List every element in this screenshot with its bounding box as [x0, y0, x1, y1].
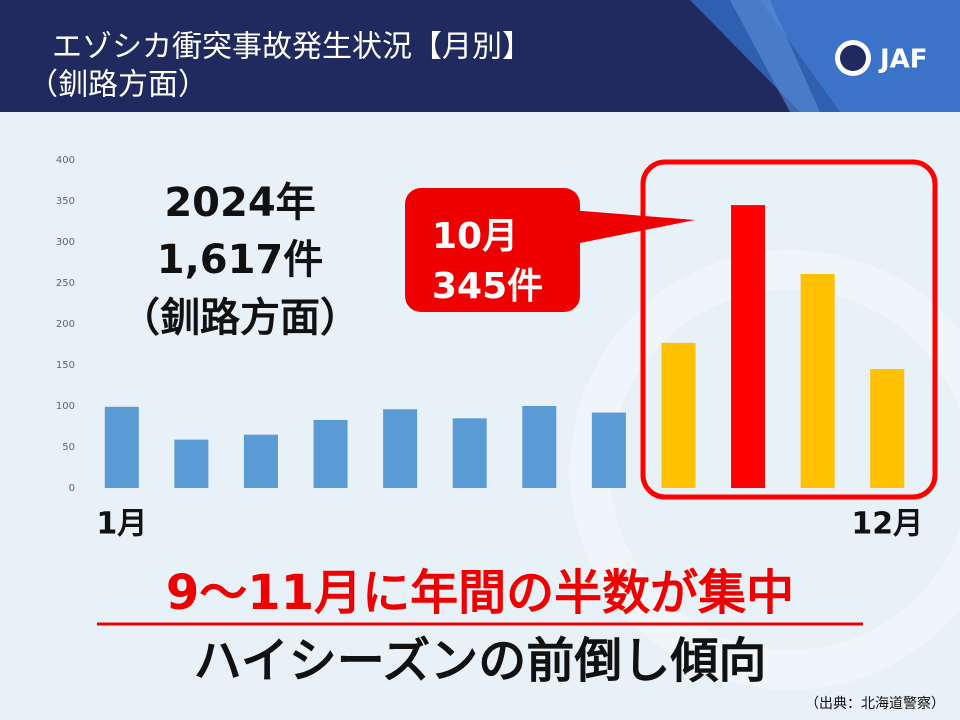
bar — [383, 409, 418, 488]
bar — [243, 434, 278, 488]
y-tick-label: 50 — [62, 442, 75, 453]
source: （出典：北海道警察） — [805, 695, 945, 712]
y-tick-label: 300 — [56, 237, 75, 248]
plot: 0 50 100 150 200 250 300 350 400 1月 12月 — [56, 155, 923, 542]
y-tick-label: 350 — [56, 196, 75, 207]
x-tick-label: 12月 — [851, 507, 923, 542]
callout-text: 10月 — [432, 216, 518, 257]
subline: ハイシーズンの前倒し傾向 — [194, 633, 767, 689]
bar — [174, 439, 209, 488]
logo-mark — [840, 45, 866, 71]
annotation: （釧路方面） — [120, 295, 360, 341]
annotation: 2024年 — [164, 180, 315, 226]
bar — [104, 406, 139, 488]
annotation: 1,617件 — [157, 237, 324, 283]
bar — [591, 412, 626, 488]
bar — [800, 273, 835, 488]
y-tick-label: 0 — [69, 483, 75, 494]
callout-box — [405, 188, 580, 312]
y-tick-label: 250 — [56, 278, 75, 289]
logo-text: JAF — [878, 45, 928, 75]
bar — [661, 342, 696, 488]
y-tick-label: 200 — [56, 319, 75, 330]
slide-subtitle: （釧路方面） — [28, 68, 208, 103]
watermark — [570, 250, 960, 690]
bar — [522, 406, 557, 488]
y-tick-label: 400 — [56, 155, 75, 166]
headline: 9～11月に年間の半数が集中 — [166, 565, 794, 621]
header-decoration — [730, 0, 820, 112]
y-tick-label: 150 — [56, 360, 75, 371]
slide-title: エゾシカ衝突事故発生状況【月別】 — [52, 30, 532, 65]
bar — [870, 369, 905, 488]
highlight-box — [640, 159, 938, 500]
callout-text: 345件 — [432, 266, 543, 307]
bar — [731, 205, 766, 488]
bar — [313, 419, 348, 488]
callout-pointer — [570, 210, 695, 245]
y-tick-label: 100 — [56, 401, 75, 412]
x-tick-label: 1月 — [96, 507, 147, 542]
bar — [452, 418, 487, 488]
